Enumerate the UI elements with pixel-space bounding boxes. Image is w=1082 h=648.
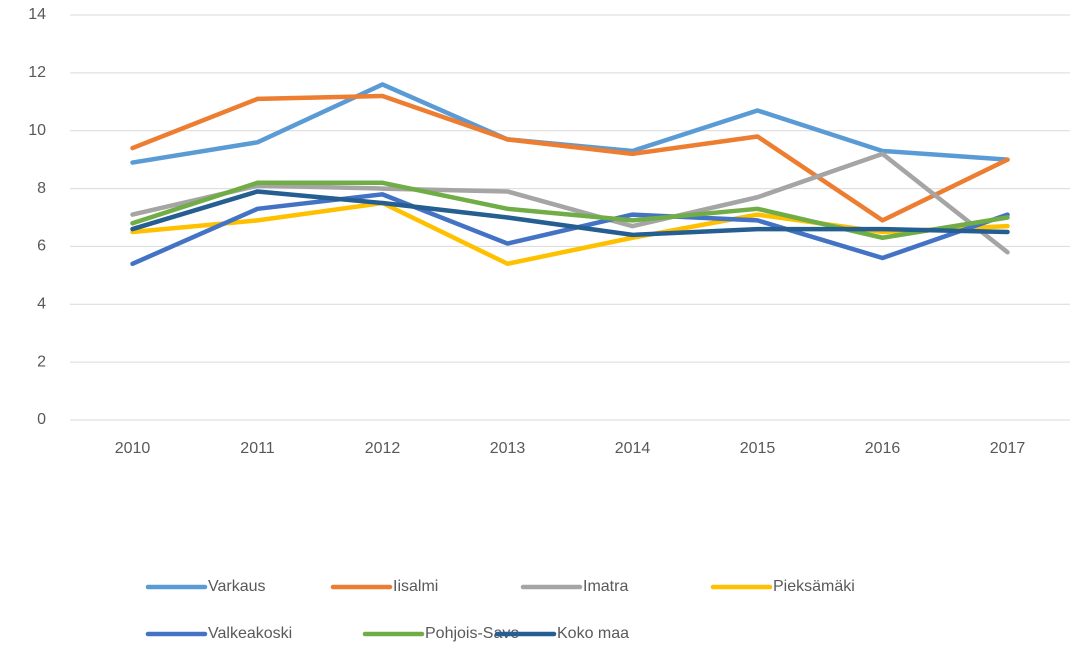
x-tick-label: 2016 <box>865 440 901 457</box>
x-tick-label: 2013 <box>490 440 526 457</box>
series-line <box>130 189 1010 238</box>
y-tick-label: 0 <box>37 411 46 428</box>
legend-label: Pohjois-Savo <box>425 625 519 642</box>
legend-label: Valkeakoski <box>208 625 292 642</box>
y-tick-label: 10 <box>28 122 46 139</box>
y-tick-label: 8 <box>37 180 46 197</box>
x-tick-label: 2010 <box>115 440 151 457</box>
series-line <box>130 180 1010 240</box>
x-tick-label: 2015 <box>740 440 776 457</box>
series-line <box>130 93 1010 223</box>
y-tick-label: 12 <box>28 64 46 81</box>
y-tick-label: 6 <box>37 238 46 255</box>
y-tick-label: 2 <box>37 353 46 370</box>
x-tick-label: 2011 <box>240 440 275 457</box>
series-line <box>130 192 1010 267</box>
legend-label: Iisalmi <box>393 578 438 595</box>
series-line <box>130 151 1010 255</box>
x-tick-label: 2014 <box>615 440 651 457</box>
y-tick-label: 14 <box>28 6 46 23</box>
legend-label: Imatra <box>583 578 628 595</box>
legend-label: Varkaus <box>208 578 266 595</box>
legend-label: Koko maa <box>557 625 629 642</box>
x-tick-label: 2017 <box>990 440 1026 457</box>
series-line <box>130 82 1010 165</box>
x-tick-label: 2012 <box>365 440 401 457</box>
legend-label: Pieksämäki <box>773 578 855 595</box>
y-tick-label: 4 <box>37 296 46 313</box>
